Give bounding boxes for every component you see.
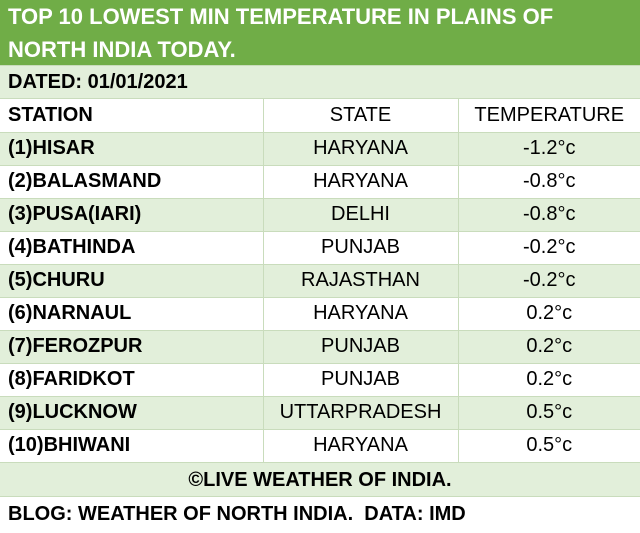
table-body: (1)HISAR HARYANA -1.2°c (2)BALASMAND HARYANA… (0, 132, 640, 463)
cell-temperature: -0.2°c (458, 264, 640, 298)
cell-station: (6)NARNAUL (0, 297, 263, 331)
header-row: STATION STATE TEMPERATURE (0, 99, 640, 133)
cell-station: (10)BHIWANI (0, 429, 263, 463)
cell-state: HARYANA (262, 429, 459, 463)
temperature-table: STATION STATE TEMPERATURE (1)HISAR HARYAN… (0, 99, 640, 463)
cell-state: RAJASTHAN (262, 264, 459, 298)
blog-source-line: BLOG: WEATHER OF NORTH INDIA. DATA: IMD (0, 496, 640, 531)
cell-station: (9)LUCKNOW (0, 396, 263, 430)
cell-temperature: -0.8°c (458, 198, 640, 232)
cell-state: HARYANA (262, 165, 459, 199)
cell-station: (2)BALASMAND (0, 165, 263, 199)
table-row: (7)FEROZPUR PUNJAB 0.2°c (0, 330, 640, 364)
cell-temperature: -1.2°c (458, 132, 640, 166)
cell-state: HARYANA (262, 132, 459, 166)
cell-station: (5)CHURU (0, 264, 263, 298)
cell-temperature: 0.2°c (458, 330, 640, 364)
cell-station: (1)HISAR (0, 132, 263, 166)
table-row: (2)BALASMAND HARYANA -0.8°c (0, 165, 640, 199)
cell-temperature: -0.2°c (458, 231, 640, 265)
cell-station: (3)PUSA(IARI) (0, 198, 263, 232)
cell-temperature: 0.2°c (458, 297, 640, 331)
date-label: DATED: 01/01/2021 (0, 66, 640, 99)
table-row: (6)NARNAUL HARYANA 0.2°c (0, 297, 640, 331)
cell-station: (8)FARIDKOT (0, 363, 263, 397)
cell-state: PUNJAB (262, 363, 459, 397)
column-header-state: STATE (262, 99, 459, 133)
cell-state: PUNJAB (262, 231, 459, 265)
table-row: (3)PUSA(IARI) DELHI -0.8°c (0, 198, 640, 232)
table-row: (4)BATHINDA PUNJAB -0.2°c (0, 231, 640, 265)
table-row: (10)BHIWANI HARYANA 0.5°c (0, 429, 640, 463)
table-row: (9)LUCKNOW UTTARPRADESH 0.5°c (0, 396, 640, 430)
table-row: (5)CHURU RAJASTHAN -0.2°c (0, 264, 640, 298)
table-title: TOP 10 LOWEST MIN TEMPERATURE IN PLAINS … (0, 0, 640, 66)
title-line-2: NORTH INDIA TODAY. (8, 37, 236, 62)
title-line-1: TOP 10 LOWEST MIN TEMPERATURE IN PLAINS … (8, 4, 554, 29)
table-row: (8)FARIDKOT PUNJAB 0.2°c (0, 363, 640, 397)
table-row: (1)HISAR HARYANA -1.2°c (0, 132, 640, 166)
cell-station: (7)FEROZPUR (0, 330, 263, 364)
cell-temperature: 0.2°c (458, 363, 640, 397)
copyright-notice: ©LIVE WEATHER OF INDIA. (0, 462, 640, 497)
cell-station: (4)BATHINDA (0, 231, 263, 265)
column-header-temperature: TEMPERATURE (458, 99, 640, 133)
cell-state: UTTARPRADESH (262, 396, 459, 430)
cell-state: PUNJAB (262, 330, 459, 364)
cell-temperature: -0.8°c (458, 165, 640, 199)
cell-state: DELHI (262, 198, 459, 232)
cell-temperature: 0.5°c (458, 396, 640, 430)
cell-state: HARYANA (262, 297, 459, 331)
cell-temperature: 0.5°c (458, 429, 640, 463)
column-header-station: STATION (0, 99, 263, 133)
